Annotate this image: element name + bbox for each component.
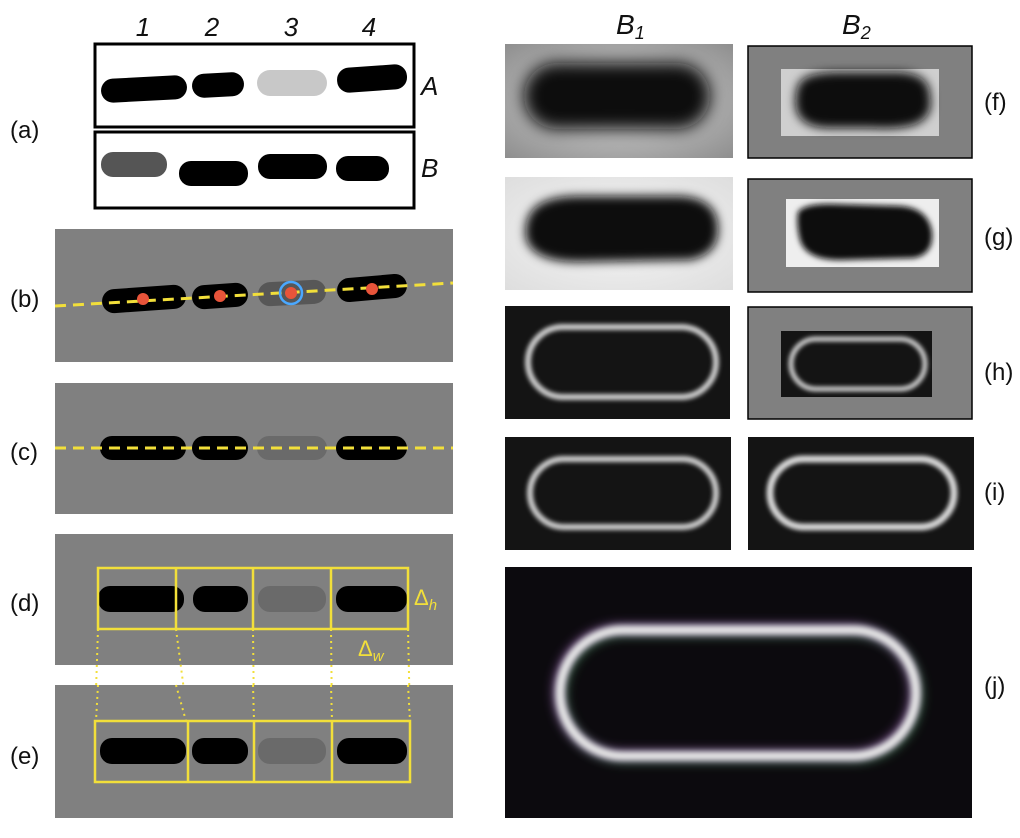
delta-w-label: Δw (358, 636, 385, 665)
cell-b2 (179, 161, 248, 186)
row-i: (i) (505, 437, 1005, 550)
cell-a1 (101, 75, 187, 103)
center-marker-2 (214, 290, 226, 302)
grid-box-e (93, 719, 412, 784)
row-h: (h) (505, 306, 1013, 420)
cell-e-3 (258, 738, 326, 764)
cell-d-2 (193, 586, 248, 612)
panel-label-g: (g) (984, 224, 1013, 251)
row-f: (f) (505, 44, 1007, 159)
cell-outline-i-b2 (766, 455, 958, 531)
panel-label-e: (e) (10, 743, 39, 770)
center-marker-4 (366, 283, 378, 295)
panel-a: 1 2 3 4 A B (a) (10, 12, 438, 210)
cell-e-2 (192, 738, 248, 764)
connector-e-1 (95, 684, 99, 722)
cell-blur-f-b2 (795, 72, 931, 129)
micrograph-i-b2 (748, 437, 974, 550)
panel-label-d: (d) (10, 590, 39, 617)
panel-label-j: (j) (984, 673, 1005, 700)
cell-e-1 (100, 738, 186, 764)
panel-d: Δh Δw (d) (10, 534, 453, 665)
column-header-b2: B2 (842, 9, 871, 43)
cell-a4 (337, 64, 408, 93)
micrograph-i-b1 (505, 437, 731, 550)
column-number-2: 2 (204, 12, 220, 42)
cell-blur-f-b1 (524, 63, 710, 129)
panel-label-f: (f) (984, 89, 1007, 116)
connector-e-5 (407, 684, 411, 722)
panel-label-i: (i) (984, 479, 1005, 506)
center-marker-3 (285, 287, 297, 299)
row-label-b: B (421, 153, 438, 183)
cell-blur-g-b2 (797, 204, 933, 260)
cell-a3 (257, 70, 327, 96)
panel-c: (c) (10, 383, 453, 514)
connector-e-3 (252, 684, 255, 722)
cell-b1 (101, 152, 167, 177)
row-g: (g) (505, 177, 1013, 293)
column-number-3: 3 (284, 12, 299, 42)
delta-h-label: Δh (414, 585, 437, 614)
panel-b: (b) (10, 229, 454, 362)
overlay-white-ring (555, 625, 921, 761)
column-number-4: 4 (362, 12, 376, 42)
cell-outline-h-b2 (788, 336, 928, 392)
overlay-micrograph-j (505, 567, 972, 818)
cell-b3 (258, 154, 327, 179)
axis-line-b (54, 281, 454, 308)
column-header-b1: B1 (616, 9, 645, 43)
row-label-a: A (419, 71, 438, 101)
cell-blur-g-b1 (525, 196, 719, 262)
column-number-1: 1 (136, 12, 150, 42)
micrograph-h-b1 (505, 306, 730, 419)
highlight-ring (278, 280, 304, 306)
center-marker-1 (137, 293, 149, 305)
cell-d-4 (336, 586, 407, 612)
panel-e: (e) (10, 684, 453, 818)
cell-outline-i-b1 (527, 456, 719, 530)
cell-e-4 (337, 738, 407, 764)
panel-label-c: (c) (10, 439, 38, 466)
panel-label-h: (h) (984, 359, 1013, 386)
cell-d-1 (98, 586, 184, 612)
connector-e-4 (330, 684, 333, 722)
panel-label-b: (b) (10, 286, 39, 313)
connector-e-2 (175, 684, 187, 722)
cell-a2 (192, 72, 244, 98)
cell-outline-h-b1 (525, 324, 719, 400)
row-j: (j) (505, 567, 1005, 818)
cell-b4 (336, 156, 389, 181)
panel-label-a: (a) (10, 117, 39, 144)
cell-d-3 (258, 586, 326, 612)
cell-c-1 (100, 436, 186, 460)
